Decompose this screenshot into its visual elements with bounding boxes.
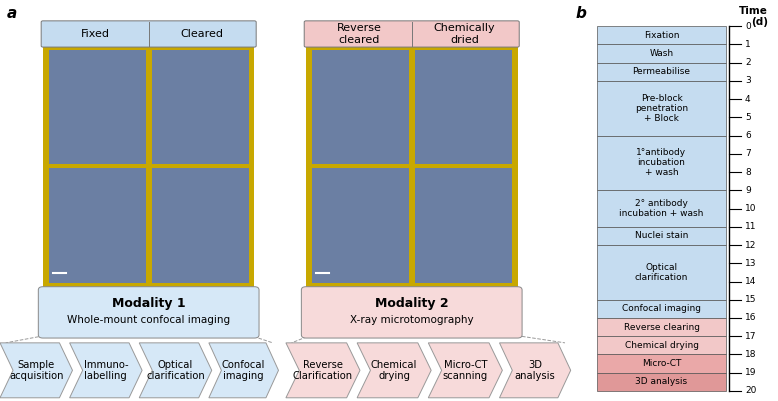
Text: 15: 15 [745, 295, 756, 304]
Text: 2° antibody
incubation + wash: 2° antibody incubation + wash [619, 199, 704, 218]
Text: 11: 11 [745, 222, 756, 231]
Text: 7: 7 [745, 149, 751, 158]
Text: Confocal imaging: Confocal imaging [622, 304, 701, 313]
Text: 4: 4 [745, 95, 751, 103]
Text: 2: 2 [745, 58, 751, 67]
FancyBboxPatch shape [304, 21, 519, 47]
Text: Chemical
drying: Chemical drying [371, 360, 417, 381]
Text: 10: 10 [745, 204, 756, 213]
FancyBboxPatch shape [597, 373, 727, 391]
Text: 3: 3 [745, 76, 751, 85]
Text: a: a [7, 6, 17, 21]
FancyBboxPatch shape [152, 168, 249, 283]
Text: Pre-block
penetration
+ Block: Pre-block penetration + Block [635, 93, 688, 123]
FancyBboxPatch shape [597, 63, 727, 81]
Text: Nuclei stain: Nuclei stain [635, 231, 689, 240]
Polygon shape [499, 343, 571, 398]
Text: 0: 0 [745, 22, 751, 30]
FancyBboxPatch shape [597, 318, 727, 336]
Text: 16: 16 [745, 314, 756, 322]
Text: 1°antibody
incubation
+ wash: 1°antibody incubation + wash [636, 148, 686, 178]
FancyBboxPatch shape [597, 45, 727, 63]
Polygon shape [357, 343, 431, 398]
FancyBboxPatch shape [597, 354, 727, 373]
Text: Cleared: Cleared [180, 29, 223, 39]
FancyBboxPatch shape [43, 46, 254, 287]
FancyBboxPatch shape [597, 300, 727, 318]
FancyBboxPatch shape [38, 287, 259, 338]
Text: Chemical drying: Chemical drying [625, 341, 699, 350]
Text: Wash: Wash [650, 49, 674, 58]
Text: 8: 8 [745, 168, 751, 176]
Text: 6: 6 [745, 131, 751, 140]
Text: 12: 12 [745, 241, 756, 249]
Polygon shape [0, 343, 72, 398]
Text: Reverse
cleared: Reverse cleared [336, 23, 381, 45]
Text: 3D
analysis: 3D analysis [515, 360, 555, 381]
Polygon shape [209, 343, 279, 398]
Text: Chemically
dried: Chemically dried [434, 23, 496, 45]
FancyBboxPatch shape [312, 50, 409, 164]
Text: 9: 9 [745, 186, 751, 195]
Text: 1: 1 [745, 40, 751, 49]
Text: Time
(d): Time (d) [739, 6, 768, 27]
FancyBboxPatch shape [597, 81, 727, 136]
Text: Immuno-
labelling: Immuno- labelling [83, 360, 128, 381]
Text: X-ray microtomography: X-ray microtomography [350, 315, 474, 324]
Text: 18: 18 [745, 350, 756, 359]
FancyBboxPatch shape [48, 168, 145, 283]
FancyBboxPatch shape [597, 26, 727, 45]
Text: Modality 2: Modality 2 [375, 297, 449, 310]
FancyBboxPatch shape [152, 50, 249, 164]
Text: 5: 5 [745, 113, 751, 122]
Text: Sample
acquisition: Sample acquisition [9, 360, 64, 381]
Text: Confocal
imaging: Confocal imaging [222, 360, 265, 381]
FancyBboxPatch shape [597, 245, 727, 300]
FancyBboxPatch shape [41, 21, 256, 47]
FancyBboxPatch shape [597, 136, 727, 190]
FancyBboxPatch shape [48, 50, 145, 164]
Text: Permeabilise: Permeabilise [633, 67, 691, 76]
Text: Modality 1: Modality 1 [112, 297, 185, 310]
Text: Reverse
Clarification: Reverse Clarification [293, 360, 353, 381]
FancyBboxPatch shape [306, 46, 517, 287]
FancyBboxPatch shape [415, 50, 512, 164]
Polygon shape [69, 343, 142, 398]
FancyBboxPatch shape [415, 168, 512, 283]
Text: Reverse clearing: Reverse clearing [623, 323, 699, 332]
Text: 20: 20 [745, 387, 756, 395]
FancyBboxPatch shape [301, 287, 522, 338]
Text: 19: 19 [745, 368, 756, 377]
Text: 14: 14 [745, 277, 756, 286]
Text: 17: 17 [745, 332, 756, 341]
Polygon shape [139, 343, 212, 398]
Text: Fixed: Fixed [81, 29, 110, 39]
FancyBboxPatch shape [597, 336, 727, 354]
FancyBboxPatch shape [312, 168, 409, 283]
Text: 3D analysis: 3D analysis [636, 377, 688, 386]
Text: Optical
clarification: Optical clarification [146, 360, 205, 381]
Text: 13: 13 [745, 259, 756, 268]
Text: Fixation: Fixation [643, 31, 679, 40]
Polygon shape [286, 343, 360, 398]
FancyBboxPatch shape [597, 190, 727, 227]
Text: b: b [576, 6, 587, 21]
Polygon shape [429, 343, 503, 398]
Text: Optical
clarification: Optical clarification [635, 263, 689, 282]
FancyBboxPatch shape [597, 227, 727, 245]
Text: Micro-CT: Micro-CT [642, 359, 682, 368]
Text: Whole-mount confocal imaging: Whole-mount confocal imaging [67, 315, 230, 324]
Text: Micro-CT
scanning: Micro-CT scanning [443, 360, 488, 381]
